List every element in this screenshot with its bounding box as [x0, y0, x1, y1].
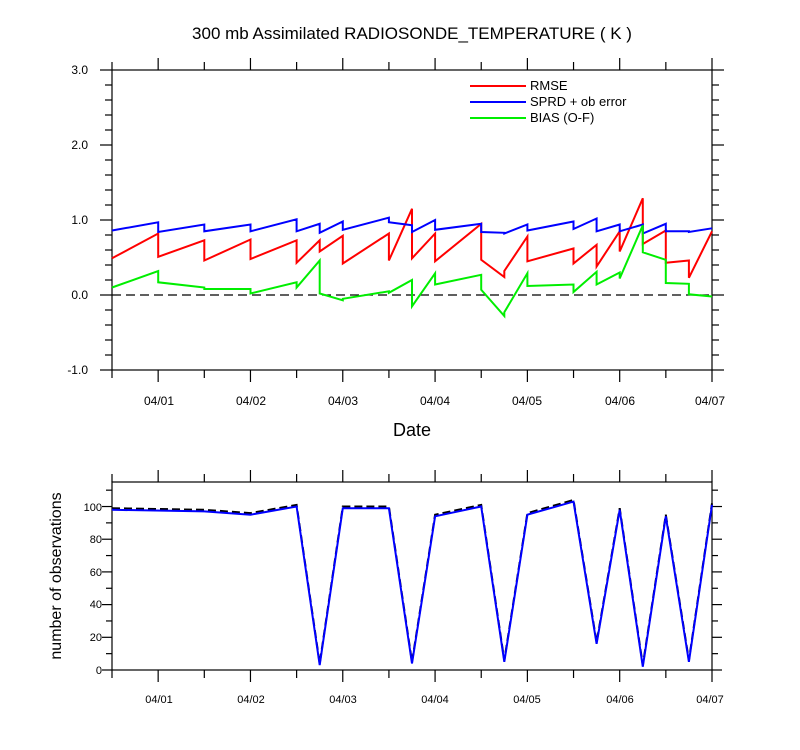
top-ytick-label: 1.0	[71, 213, 88, 227]
bottom-ytick-label: 40	[90, 599, 102, 611]
top-ytick-label: 0.0	[71, 288, 88, 302]
top-xtick-label: 04/02	[236, 394, 266, 408]
bottom-xtick-label: 04/03	[329, 694, 357, 706]
bottom-chart-series	[111, 498, 713, 667]
legend-label-rmse: RMSE	[530, 78, 568, 93]
rmse-line	[111, 197, 713, 279]
top-xtick-label: 04/07	[695, 394, 725, 408]
obs-assimilated-line	[111, 500, 713, 667]
top-xtick-label: 04/04	[420, 394, 450, 408]
bottom-ytick-label: 0	[96, 665, 102, 677]
bias-line	[111, 224, 713, 319]
legend-label-bias: BIAS (O-F)	[530, 110, 594, 125]
top-ytick-label: 3.0	[71, 63, 88, 77]
bottom-ytick-label: 80	[90, 534, 102, 546]
bottom-chart-axes	[102, 470, 722, 682]
top-xtick-label: 04/05	[512, 394, 542, 408]
sprd-line	[111, 216, 713, 236]
top-xtick-label: 04/01	[144, 394, 174, 408]
legend: RMSE SPRD + ob error BIAS (O-F)	[470, 78, 627, 125]
top-chart-title: 300 mb Assimilated RADIOSONDE_TEMPERATUR…	[192, 24, 632, 43]
top-xtick-label: 04/06	[605, 394, 635, 408]
bottom-xtick-label: 04/01	[145, 694, 173, 706]
top-xtick-label: 04/03	[328, 394, 358, 408]
top-chart-series	[111, 197, 713, 319]
bottom-chart-frame	[111, 481, 713, 671]
legend-label-sprd: SPRD + ob error	[530, 94, 627, 109]
top-ytick-label: 2.0	[71, 138, 88, 152]
bottom-ytick-label: 100	[84, 502, 102, 514]
bottom-xtick-label: 04/07	[696, 694, 724, 706]
top-ytick-label: -1.0	[67, 363, 88, 377]
bottom-xtick-label: 04/04	[421, 694, 449, 706]
bottom-ytick-label: 20	[90, 632, 102, 644]
bottom-xtick-label: 04/02	[237, 694, 265, 706]
bottom-xtick-label: 04/05	[513, 694, 541, 706]
bottom-xtick-label: 04/06	[606, 694, 634, 706]
top-chart-xlabel: Date	[393, 420, 431, 440]
bottom-chart-ylabel: number of observations	[48, 492, 65, 659]
bottom-ytick-label: 60	[90, 567, 102, 579]
